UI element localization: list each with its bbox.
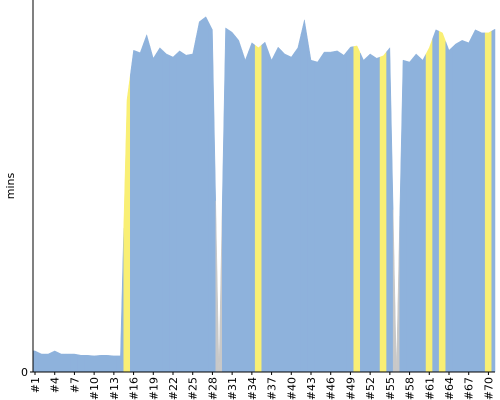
x-tick-label: #16 — [128, 377, 141, 400]
x-tick-label: #37 — [266, 377, 279, 400]
area-segment — [208, 23, 216, 373]
area-segment — [202, 16, 210, 373]
area-segment — [195, 18, 203, 373]
area-segment — [130, 49, 138, 373]
x-tick-label: #67 — [463, 377, 476, 400]
area-segment — [340, 50, 348, 373]
area-segment — [90, 355, 98, 373]
area-segment — [327, 51, 335, 373]
area-segment — [458, 40, 466, 373]
area-segment — [77, 354, 85, 373]
area-segment — [32, 350, 39, 373]
area-segment — [70, 353, 78, 373]
area-segment — [300, 19, 308, 373]
area-segment — [314, 56, 322, 373]
x-tick-label: #55 — [384, 377, 397, 400]
area-segment — [484, 30, 492, 373]
area-segment — [452, 41, 460, 373]
x-tick-label: #58 — [404, 377, 417, 400]
x-tick-label: #52 — [364, 377, 377, 400]
x-tick-label: #28 — [206, 377, 219, 400]
area-segment — [162, 50, 170, 373]
x-tick-label: #46 — [325, 377, 338, 400]
area-segment — [222, 27, 230, 373]
area-segment — [84, 355, 92, 373]
area-segment — [353, 45, 361, 373]
area-segment — [320, 51, 328, 373]
area-segment — [235, 35, 243, 373]
area-segment — [57, 352, 65, 373]
area-segment — [406, 57, 414, 373]
area-segment — [294, 33, 302, 373]
area-segment — [399, 59, 407, 373]
y-tick-label: 0 — [21, 366, 28, 379]
x-tick-label: #34 — [246, 377, 259, 400]
area-segment — [281, 49, 289, 373]
area-segment — [241, 50, 249, 373]
area-segment — [189, 37, 197, 373]
area-segment — [248, 42, 256, 373]
x-tick-label: #40 — [285, 377, 298, 400]
area-segment — [333, 50, 341, 373]
area-segment — [445, 41, 453, 373]
area-segment — [425, 38, 433, 373]
area-segment — [287, 51, 295, 373]
area-segment — [64, 353, 72, 373]
area-segment — [491, 28, 496, 373]
x-tick-label: #70 — [482, 377, 495, 400]
area-segment — [465, 36, 473, 373]
x-tick-label: #19 — [147, 377, 160, 400]
area-segment — [38, 352, 46, 373]
x-tick-label: #25 — [187, 377, 200, 400]
area-segment — [143, 33, 151, 373]
area-segment — [419, 53, 427, 373]
x-tick-label: #43 — [305, 377, 318, 400]
area-segment — [346, 46, 354, 373]
area-segment — [44, 352, 52, 373]
area-segment — [412, 53, 420, 373]
area-segment — [261, 41, 269, 373]
area-segment — [438, 30, 446, 373]
x-tick-label: #22 — [167, 377, 180, 400]
x-tick-label: #31 — [226, 377, 239, 400]
x-tick-label: #4 — [49, 377, 62, 393]
area-segment — [379, 51, 387, 373]
area-segment — [176, 50, 184, 373]
area-segment — [116, 227, 124, 373]
area-segment — [373, 55, 381, 373]
area-segment — [478, 30, 486, 373]
area-segment — [169, 53, 177, 373]
x-tick-label: #13 — [108, 377, 121, 400]
area-segment — [228, 29, 236, 373]
area-segment — [182, 52, 190, 373]
area-segment — [51, 350, 59, 373]
area-segment — [366, 53, 374, 373]
area-segment — [360, 52, 368, 373]
x-tick-label: #7 — [68, 377, 81, 393]
area-segment — [386, 47, 394, 373]
area-segment — [97, 355, 105, 373]
area-segment — [268, 51, 276, 373]
x-tick-label: #61 — [423, 377, 436, 400]
area-segment — [307, 39, 315, 373]
area-segment — [215, 199, 223, 373]
area-segment — [254, 44, 262, 373]
y-axis-label: mins — [4, 172, 17, 199]
area-segment — [432, 29, 440, 373]
area-segment — [110, 355, 118, 373]
area-segment — [136, 43, 144, 373]
area-segment — [103, 355, 111, 373]
area-segment — [156, 47, 164, 373]
area-segment — [123, 74, 131, 373]
area-segment — [392, 209, 400, 373]
x-tick-label: #64 — [443, 377, 456, 400]
x-tick-label: #10 — [88, 377, 101, 400]
x-tick-label: #49 — [344, 377, 357, 400]
area-segment — [471, 29, 479, 373]
area-segment — [274, 46, 282, 373]
x-tick-label: #1 — [29, 377, 42, 393]
area-segment — [149, 46, 157, 373]
